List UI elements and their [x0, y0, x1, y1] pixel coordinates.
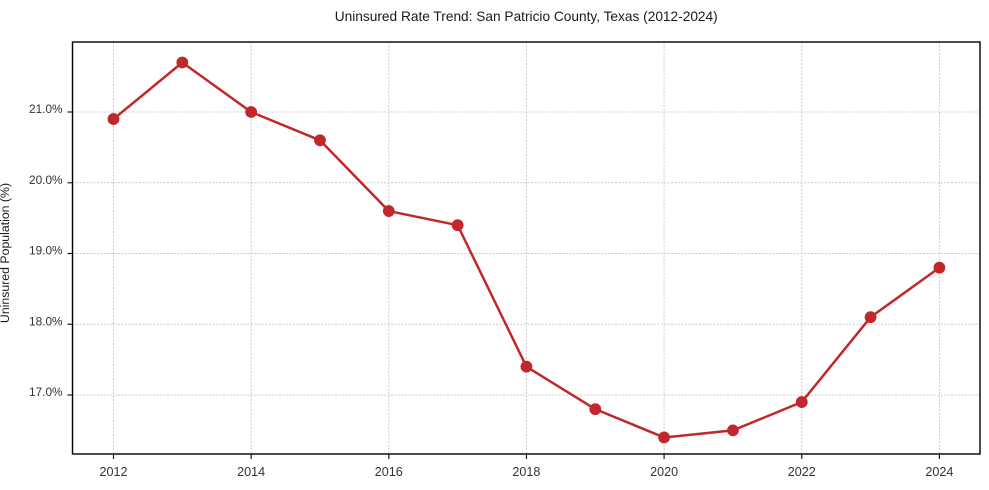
svg-text:19.0%: 19.0%	[29, 244, 63, 258]
svg-text:21.0%: 21.0%	[29, 102, 63, 116]
svg-text:2022: 2022	[788, 465, 816, 479]
svg-text:2016: 2016	[375, 465, 403, 479]
svg-text:20.0%: 20.0%	[29, 173, 63, 187]
svg-text:2014: 2014	[237, 465, 265, 479]
svg-text:2018: 2018	[512, 465, 540, 479]
svg-text:2024: 2024	[925, 465, 953, 479]
svg-text:2020: 2020	[650, 465, 678, 479]
svg-text:17.0%: 17.0%	[29, 385, 63, 399]
svg-text:18.0%: 18.0%	[29, 315, 63, 329]
svg-text:2012: 2012	[99, 465, 127, 479]
